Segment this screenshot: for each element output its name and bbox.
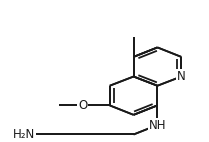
Text: H₂N: H₂N bbox=[12, 128, 35, 141]
Text: NH: NH bbox=[149, 119, 166, 131]
Text: N: N bbox=[177, 70, 186, 83]
Text: O: O bbox=[78, 99, 87, 112]
